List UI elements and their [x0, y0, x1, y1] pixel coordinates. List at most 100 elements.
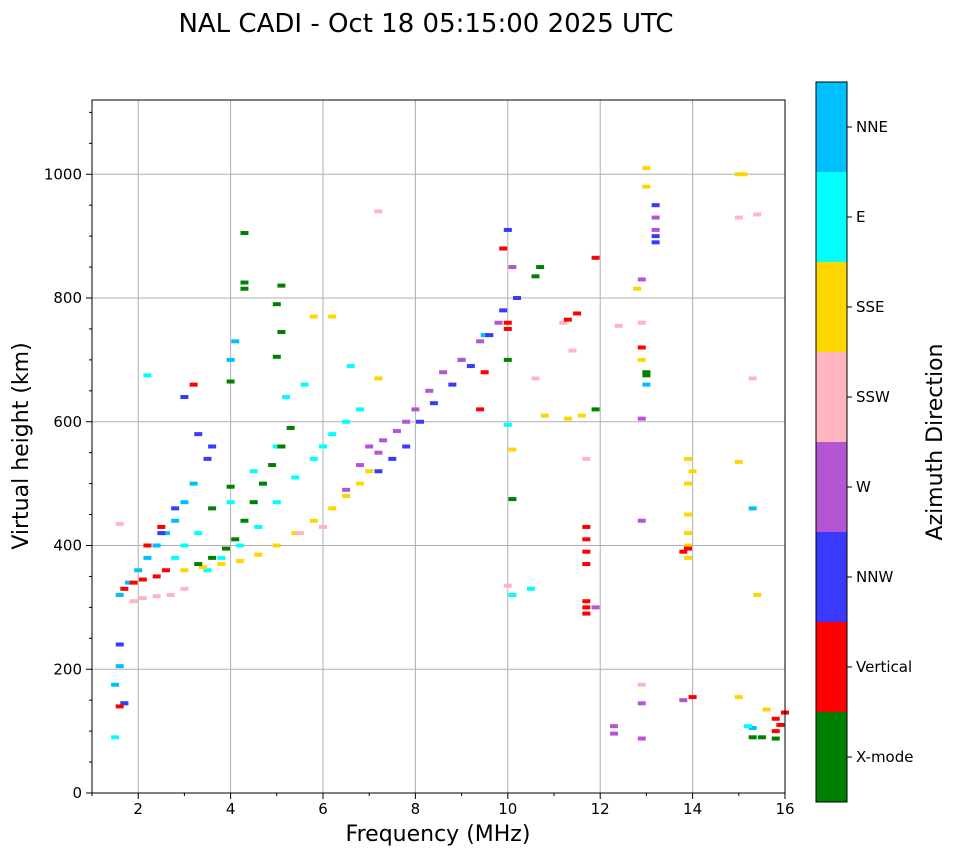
data-point-w	[457, 357, 466, 362]
data-point-sse	[734, 459, 743, 464]
data-point-sse	[739, 172, 748, 177]
data-point-sse	[235, 558, 244, 563]
x-tick-label: 6	[318, 800, 328, 818]
data-point-nnw	[115, 642, 124, 647]
data-point-ssw	[138, 596, 147, 601]
data-point-vertical	[771, 729, 780, 734]
data-point-e	[217, 555, 226, 560]
data-point-nnw	[194, 432, 203, 437]
data-point-e	[300, 382, 309, 387]
colorbar: NNE E SSE SSW W NNW Vertical X-mode	[815, 81, 913, 803]
data-point-w	[379, 438, 388, 443]
data-point-sse	[540, 413, 549, 418]
data-point-x-mode	[258, 481, 267, 486]
data-point-nne	[748, 726, 757, 731]
data-point-x-mode	[757, 735, 766, 740]
data-point-sse	[342, 494, 351, 498]
data-point-nne	[152, 543, 161, 548]
data-point-sse	[328, 314, 337, 319]
data-point-vertical	[582, 605, 591, 610]
data-point-vertical	[683, 546, 692, 551]
data-point-vertical	[563, 317, 572, 322]
data-point-e	[226, 500, 235, 505]
data-point-x-mode	[208, 555, 217, 560]
chart-title: NAL CADI - Oct 18 05:15:00 2025 UTC	[178, 9, 673, 39]
data-point-sse	[683, 481, 692, 486]
plot-frame	[91, 99, 786, 794]
data-point-sse	[734, 172, 743, 177]
data-point-w	[365, 444, 374, 449]
data-point-w	[439, 370, 448, 375]
data-point-nne	[480, 333, 489, 338]
colorbar-tick-label: SSW	[856, 388, 890, 406]
data-point-w	[651, 215, 660, 220]
colorbar-tick-label: NNE	[856, 118, 888, 136]
data-point-sse	[683, 531, 692, 536]
data-point-vertical	[138, 577, 147, 582]
x-ticks: 2 4 6 8 10 12 14 16	[91, 793, 795, 818]
data-point-w	[342, 487, 351, 492]
data-point-nne	[134, 568, 143, 573]
data-point-vertical	[480, 370, 489, 375]
data-point-vertical	[189, 382, 198, 387]
data-point-vertical	[582, 562, 591, 567]
data-point-ssw	[637, 320, 646, 325]
data-point-x-mode	[277, 330, 286, 335]
data-point-e	[503, 422, 512, 427]
data-point-sse	[753, 593, 762, 597]
data-point-sse	[365, 469, 374, 474]
data-point-vertical	[157, 524, 166, 529]
data-point-nnw	[499, 308, 508, 313]
data-point-e	[180, 543, 189, 548]
data-point-nne	[748, 506, 757, 511]
data-point-e	[203, 568, 212, 573]
data-point-sse	[683, 456, 692, 461]
data-point-nnw	[651, 234, 660, 239]
colorbar-tick-label: E	[856, 208, 865, 226]
y-tick-label: 1000	[44, 165, 82, 183]
x-axis-label: Frequency (MHz)	[346, 822, 531, 847]
colorbar-tick-label: NNW	[856, 568, 893, 586]
data-point-ssw	[115, 521, 124, 526]
data-point-ssw	[531, 376, 540, 381]
grid	[92, 100, 786, 794]
data-point-x-mode	[642, 370, 651, 375]
data-point-ssw	[152, 594, 161, 599]
data-point-ssw	[559, 320, 568, 325]
data-point-vertical	[688, 695, 697, 700]
data-point-sse	[272, 543, 281, 548]
data-point-x-mode	[226, 484, 235, 489]
data-point-vertical	[503, 320, 512, 325]
data-point-nnw	[429, 401, 438, 406]
data-point-sse	[217, 562, 226, 567]
data-point-nnw	[651, 203, 660, 208]
data-point-vertical	[152, 574, 161, 579]
data-point-vertical	[591, 255, 600, 260]
data-point-nne	[115, 664, 124, 669]
data-point-x-mode	[277, 444, 286, 449]
data-point-sse	[683, 512, 692, 517]
data-point-ssw	[166, 593, 175, 597]
data-point-x-mode	[277, 283, 286, 288]
data-point-x-mode	[272, 354, 281, 359]
data-point-e	[272, 500, 281, 505]
data-point-e	[272, 444, 281, 449]
data-point-sse	[642, 166, 651, 171]
data-point-nnw	[388, 456, 397, 461]
data-point-sse	[633, 286, 642, 291]
data-point-nne	[171, 518, 180, 523]
data-point-x-mode	[221, 546, 230, 551]
colorbar-swatch	[816, 352, 847, 443]
data-point-vertical	[771, 716, 780, 721]
data-point-sse	[198, 565, 207, 570]
data-point-vertical	[161, 568, 170, 573]
y-tick-label: 200	[53, 660, 82, 678]
data-point-nne	[642, 382, 651, 387]
data-point-e	[346, 364, 355, 369]
data-point-nnw	[171, 506, 180, 511]
data-point-x-mode	[240, 518, 249, 523]
data-point-w	[402, 419, 411, 424]
data-point-w	[494, 320, 503, 325]
data-point-vertical	[582, 537, 591, 542]
